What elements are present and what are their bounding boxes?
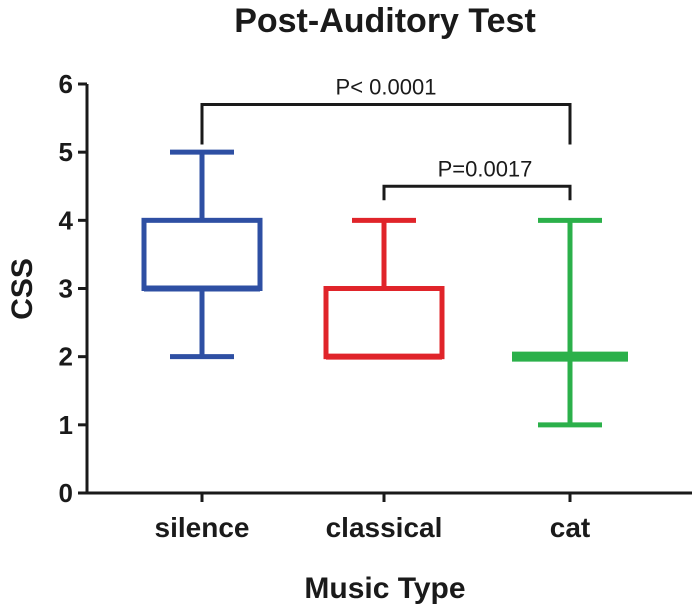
x-tick-label: silence <box>155 512 250 543</box>
y-tick-label: 5 <box>59 137 73 167</box>
y-tick-label: 3 <box>59 274 73 304</box>
x-tick-label: classical <box>326 512 443 543</box>
y-tick-label: 6 <box>59 69 73 99</box>
significance-label: P< 0.0001 <box>336 74 437 99</box>
y-tick-label: 2 <box>59 342 73 372</box>
chart-title: Post-Auditory Test <box>234 2 536 40</box>
plot-area: 0 1 2 3 4 5 6 silence classical cat P< 0.0001 P=0.0… <box>59 69 692 543</box>
y-axis-title: CSS <box>6 258 39 320</box>
y-tick-label: 1 <box>59 410 73 440</box>
iqr-box <box>141 217 263 291</box>
significance-bracket <box>200 102 572 145</box>
significance-label: P=0.0017 <box>438 156 533 181</box>
x-tick-label: cat <box>550 512 590 543</box>
iqr-box <box>323 286 445 360</box>
y-tick-label: 0 <box>59 478 73 508</box>
y-tick-label: 4 <box>59 205 74 235</box>
x-axis-title: Music Type <box>304 572 465 605</box>
significance-bracket <box>382 184 572 201</box>
